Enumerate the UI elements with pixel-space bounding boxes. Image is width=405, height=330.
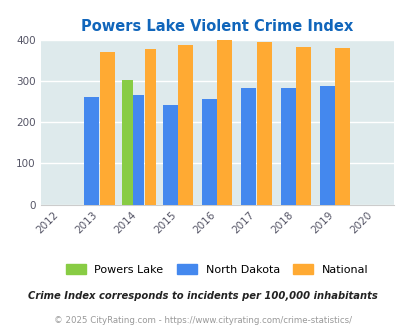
Bar [144,49,155,205]
Bar [280,88,295,205]
Bar [256,42,271,205]
Bar [202,99,217,205]
Bar [319,86,334,205]
Bar [84,97,99,205]
Bar [162,105,177,205]
Bar [334,48,349,205]
Bar [122,80,132,205]
Bar [178,45,193,205]
Text: © 2025 CityRating.com - https://www.cityrating.com/crime-statistics/: © 2025 CityRating.com - https://www.city… [54,316,351,325]
Text: Crime Index corresponds to incidents per 100,000 inhabitants: Crime Index corresponds to incidents per… [28,291,377,301]
Bar [217,41,232,205]
Title: Powers Lake Violent Crime Index: Powers Lake Violent Crime Index [81,19,352,34]
Bar [133,95,144,205]
Legend: Powers Lake, North Dakota, National: Powers Lake, North Dakota, National [61,260,373,279]
Bar [295,47,310,205]
Bar [241,88,256,205]
Bar [99,52,114,205]
